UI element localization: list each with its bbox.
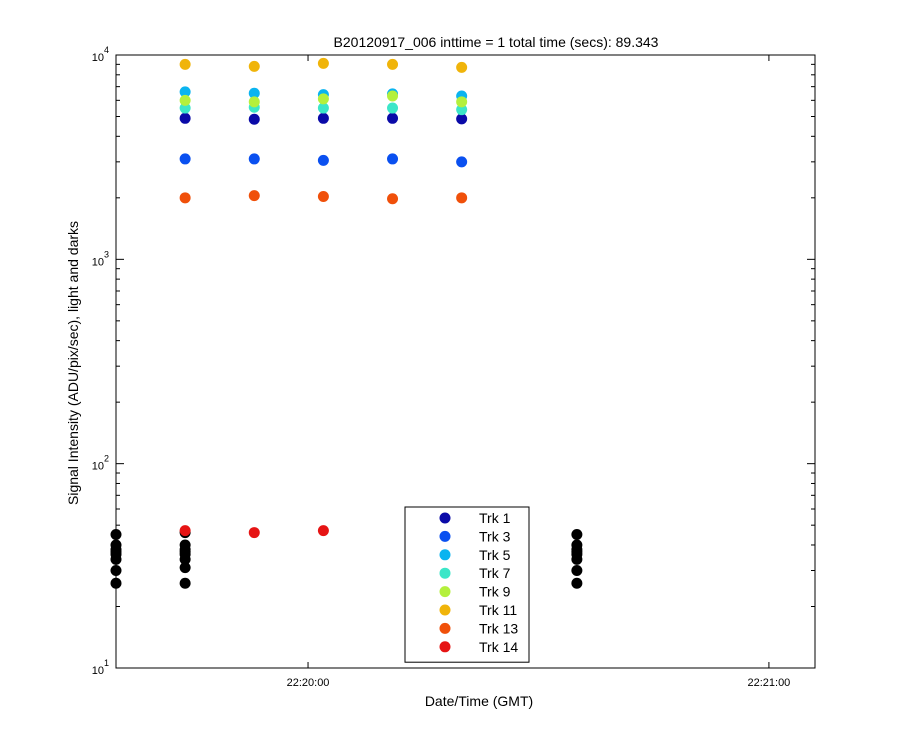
data-point bbox=[317, 525, 329, 537]
legend-marker bbox=[439, 586, 451, 598]
legend-marker bbox=[439, 530, 451, 542]
data-point bbox=[248, 60, 260, 72]
dark-point bbox=[110, 577, 122, 589]
dark-point bbox=[571, 565, 583, 577]
legend-label: Trk 7 bbox=[479, 565, 511, 581]
data-point bbox=[248, 96, 260, 108]
legend-label: Trk 14 bbox=[479, 639, 518, 655]
data-point bbox=[179, 112, 191, 124]
legend-label: Trk 1 bbox=[479, 510, 511, 526]
legend-box bbox=[404, 506, 530, 663]
y-axis-label: Signal Intensity (ADU/pix/sec), light an… bbox=[65, 221, 81, 505]
dark-point bbox=[571, 577, 583, 589]
data-point bbox=[179, 102, 191, 114]
data-point bbox=[179, 86, 191, 98]
legend-label: Trk 9 bbox=[479, 584, 511, 600]
data-point bbox=[456, 96, 468, 108]
data-point bbox=[248, 527, 260, 539]
data-point bbox=[248, 113, 260, 125]
legend-label: Trk 5 bbox=[479, 547, 511, 563]
data-point bbox=[248, 153, 260, 165]
data-point bbox=[317, 191, 329, 203]
y-tick-label: 101 bbox=[92, 658, 109, 677]
data-point bbox=[456, 104, 468, 116]
data-point bbox=[179, 525, 191, 537]
x-tick-label: 22:20:00 bbox=[287, 677, 330, 689]
data-point bbox=[456, 61, 468, 73]
dark-point bbox=[110, 553, 122, 565]
y-tick-label: 102 bbox=[92, 454, 109, 473]
plot-frame bbox=[115, 54, 816, 669]
dark-point bbox=[179, 553, 191, 565]
dark-point bbox=[179, 562, 191, 574]
data-point bbox=[179, 94, 191, 106]
chart-title: B20120917_006 inttime = 1 total time (se… bbox=[334, 34, 659, 50]
data-point bbox=[456, 156, 468, 168]
data-point bbox=[179, 192, 191, 204]
legend-marker bbox=[439, 512, 451, 524]
dark-point bbox=[179, 577, 191, 589]
data-point bbox=[387, 193, 399, 205]
legend-marker bbox=[439, 549, 451, 561]
legend-marker bbox=[439, 604, 451, 616]
data-point bbox=[317, 57, 329, 69]
dark-point bbox=[571, 529, 583, 541]
data-point bbox=[317, 102, 329, 114]
data-point bbox=[387, 58, 399, 70]
data-point bbox=[456, 113, 468, 125]
legend-marker bbox=[439, 622, 451, 634]
x-axis-label: Date/Time (GMT) bbox=[425, 693, 533, 709]
dark-point bbox=[110, 529, 122, 541]
y-tick-label: 103 bbox=[92, 249, 109, 268]
data-point bbox=[179, 153, 191, 165]
data-point bbox=[317, 112, 329, 124]
legend-label: Trk 11 bbox=[479, 602, 517, 618]
y-tick-label: 104 bbox=[92, 45, 109, 64]
data-point bbox=[179, 58, 191, 70]
data-point bbox=[456, 192, 468, 204]
data-point bbox=[248, 87, 260, 99]
legend-marker bbox=[439, 641, 451, 653]
data-point bbox=[387, 112, 399, 124]
dark-point bbox=[571, 553, 583, 565]
legend-label: Trk 13 bbox=[479, 620, 518, 636]
data-point bbox=[387, 90, 399, 102]
data-point bbox=[248, 190, 260, 202]
x-tick-label: 22:21:00 bbox=[747, 677, 790, 689]
legend-label: Trk 3 bbox=[479, 528, 511, 544]
data-point bbox=[387, 153, 399, 165]
legend-marker bbox=[439, 567, 451, 579]
data-point bbox=[317, 93, 329, 105]
data-point bbox=[317, 154, 329, 166]
dark-point bbox=[110, 565, 122, 577]
data-point bbox=[387, 102, 399, 114]
